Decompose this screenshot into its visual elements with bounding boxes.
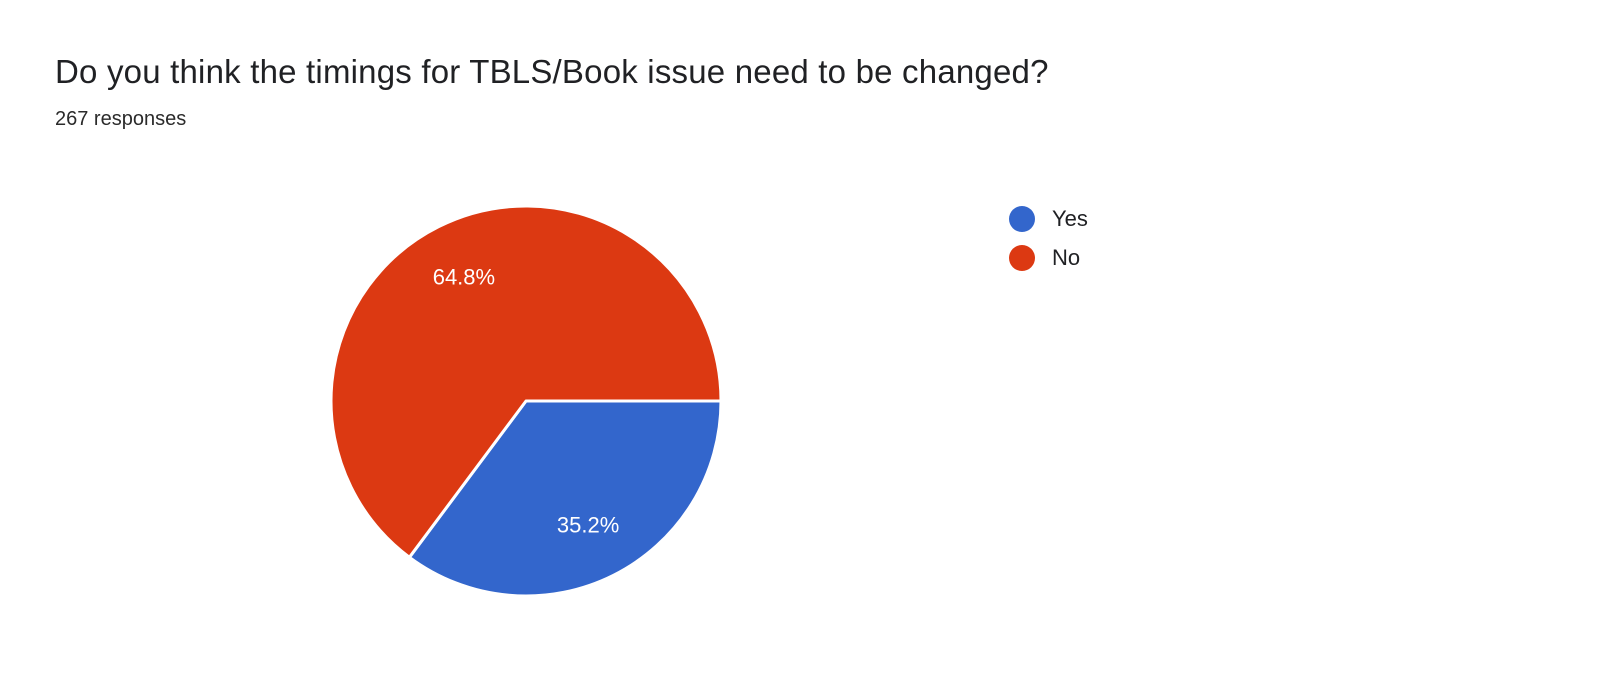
pie-slice-percent-label-yes: 35.2% xyxy=(557,512,619,537)
legend-item-no: No xyxy=(1009,245,1088,271)
legend-label-yes: Yes xyxy=(1052,206,1088,231)
responses-count: 267 responses xyxy=(55,108,187,130)
legend-color-dot-no xyxy=(1009,245,1035,271)
legend-item-yes: Yes xyxy=(1009,206,1088,232)
pie-slice-percent-label-no: 64.8% xyxy=(433,265,495,290)
question-title: Do you think the timings for TBLS/Book i… xyxy=(55,53,1049,90)
chart-legend: Yes No xyxy=(1009,206,1088,284)
legend-label-no: No xyxy=(1052,245,1081,270)
legend-color-dot-yes xyxy=(1009,206,1035,232)
pie-slice-yes[interactable] xyxy=(407,399,723,598)
pie-slice-no[interactable] xyxy=(329,204,723,559)
